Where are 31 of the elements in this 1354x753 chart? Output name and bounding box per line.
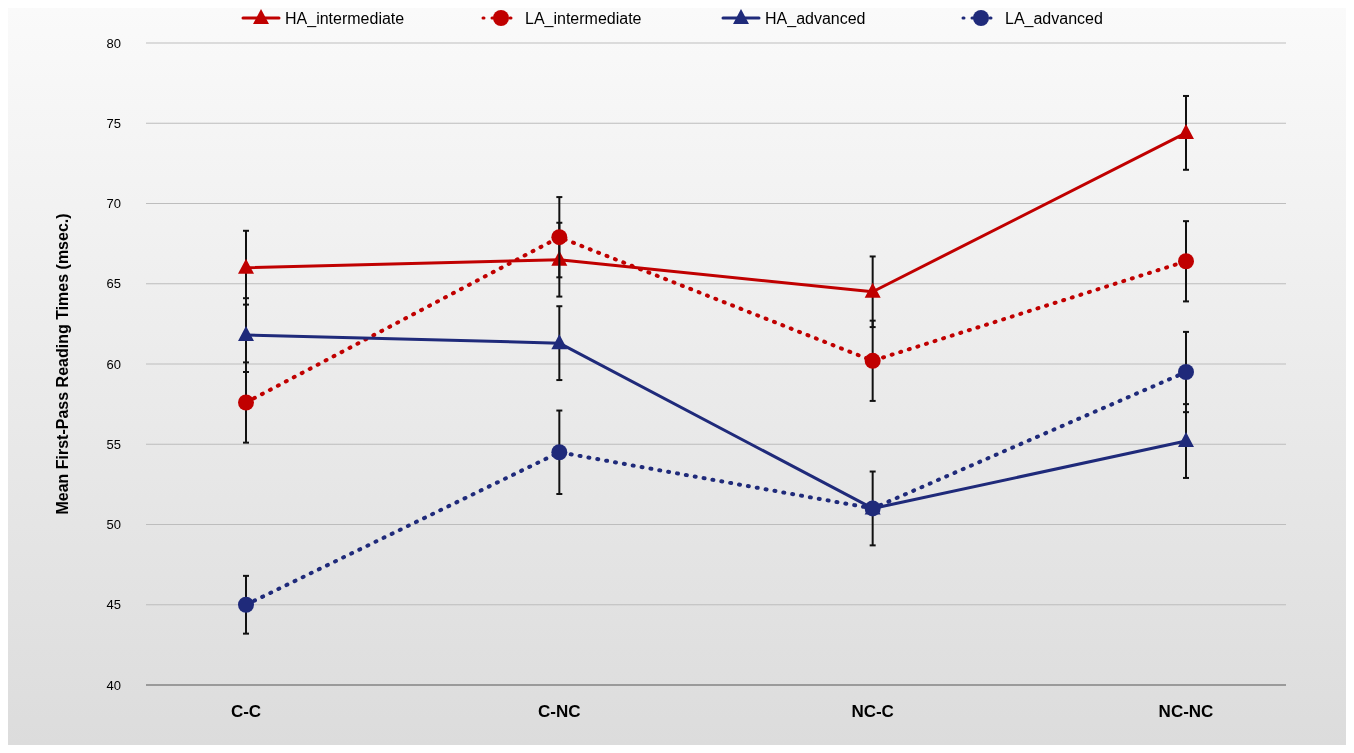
point <box>238 394 254 411</box>
legend-label: LA_advanced <box>1005 9 1103 28</box>
point <box>1178 432 1194 448</box>
y-tick-label: 55 <box>106 436 121 452</box>
y-tick-label: 40 <box>106 677 121 693</box>
point <box>551 444 568 461</box>
y-tick-label: 50 <box>106 517 121 533</box>
y-tick-label: 45 <box>106 597 121 613</box>
y-tick-label: 60 <box>106 356 121 372</box>
x-tick-label: NC-C <box>851 702 894 721</box>
y-tick-label: 80 <box>106 35 121 51</box>
legend-label: HA_advanced <box>765 9 866 28</box>
point <box>551 334 568 350</box>
point <box>238 596 254 613</box>
y-tick-label: 65 <box>106 276 121 292</box>
point <box>238 258 254 274</box>
point <box>1178 123 1194 139</box>
point <box>1178 364 1194 381</box>
point <box>238 326 254 342</box>
y-tick-label: 70 <box>106 196 121 212</box>
point <box>551 229 568 246</box>
point <box>864 282 881 298</box>
point <box>864 352 881 369</box>
y-axis-title: Mean First-Pass Reading Times (msec.) <box>54 213 71 515</box>
legend-label: LA_intermediate <box>525 9 642 28</box>
x-tick-label: C-NC <box>538 702 581 721</box>
y-tick-label: 75 <box>106 115 121 131</box>
point <box>1178 253 1194 270</box>
legend-label: HA_intermediate <box>285 9 405 28</box>
x-tick-label: NC-NC <box>1158 702 1214 721</box>
x-tick-label: C-C <box>230 702 262 721</box>
